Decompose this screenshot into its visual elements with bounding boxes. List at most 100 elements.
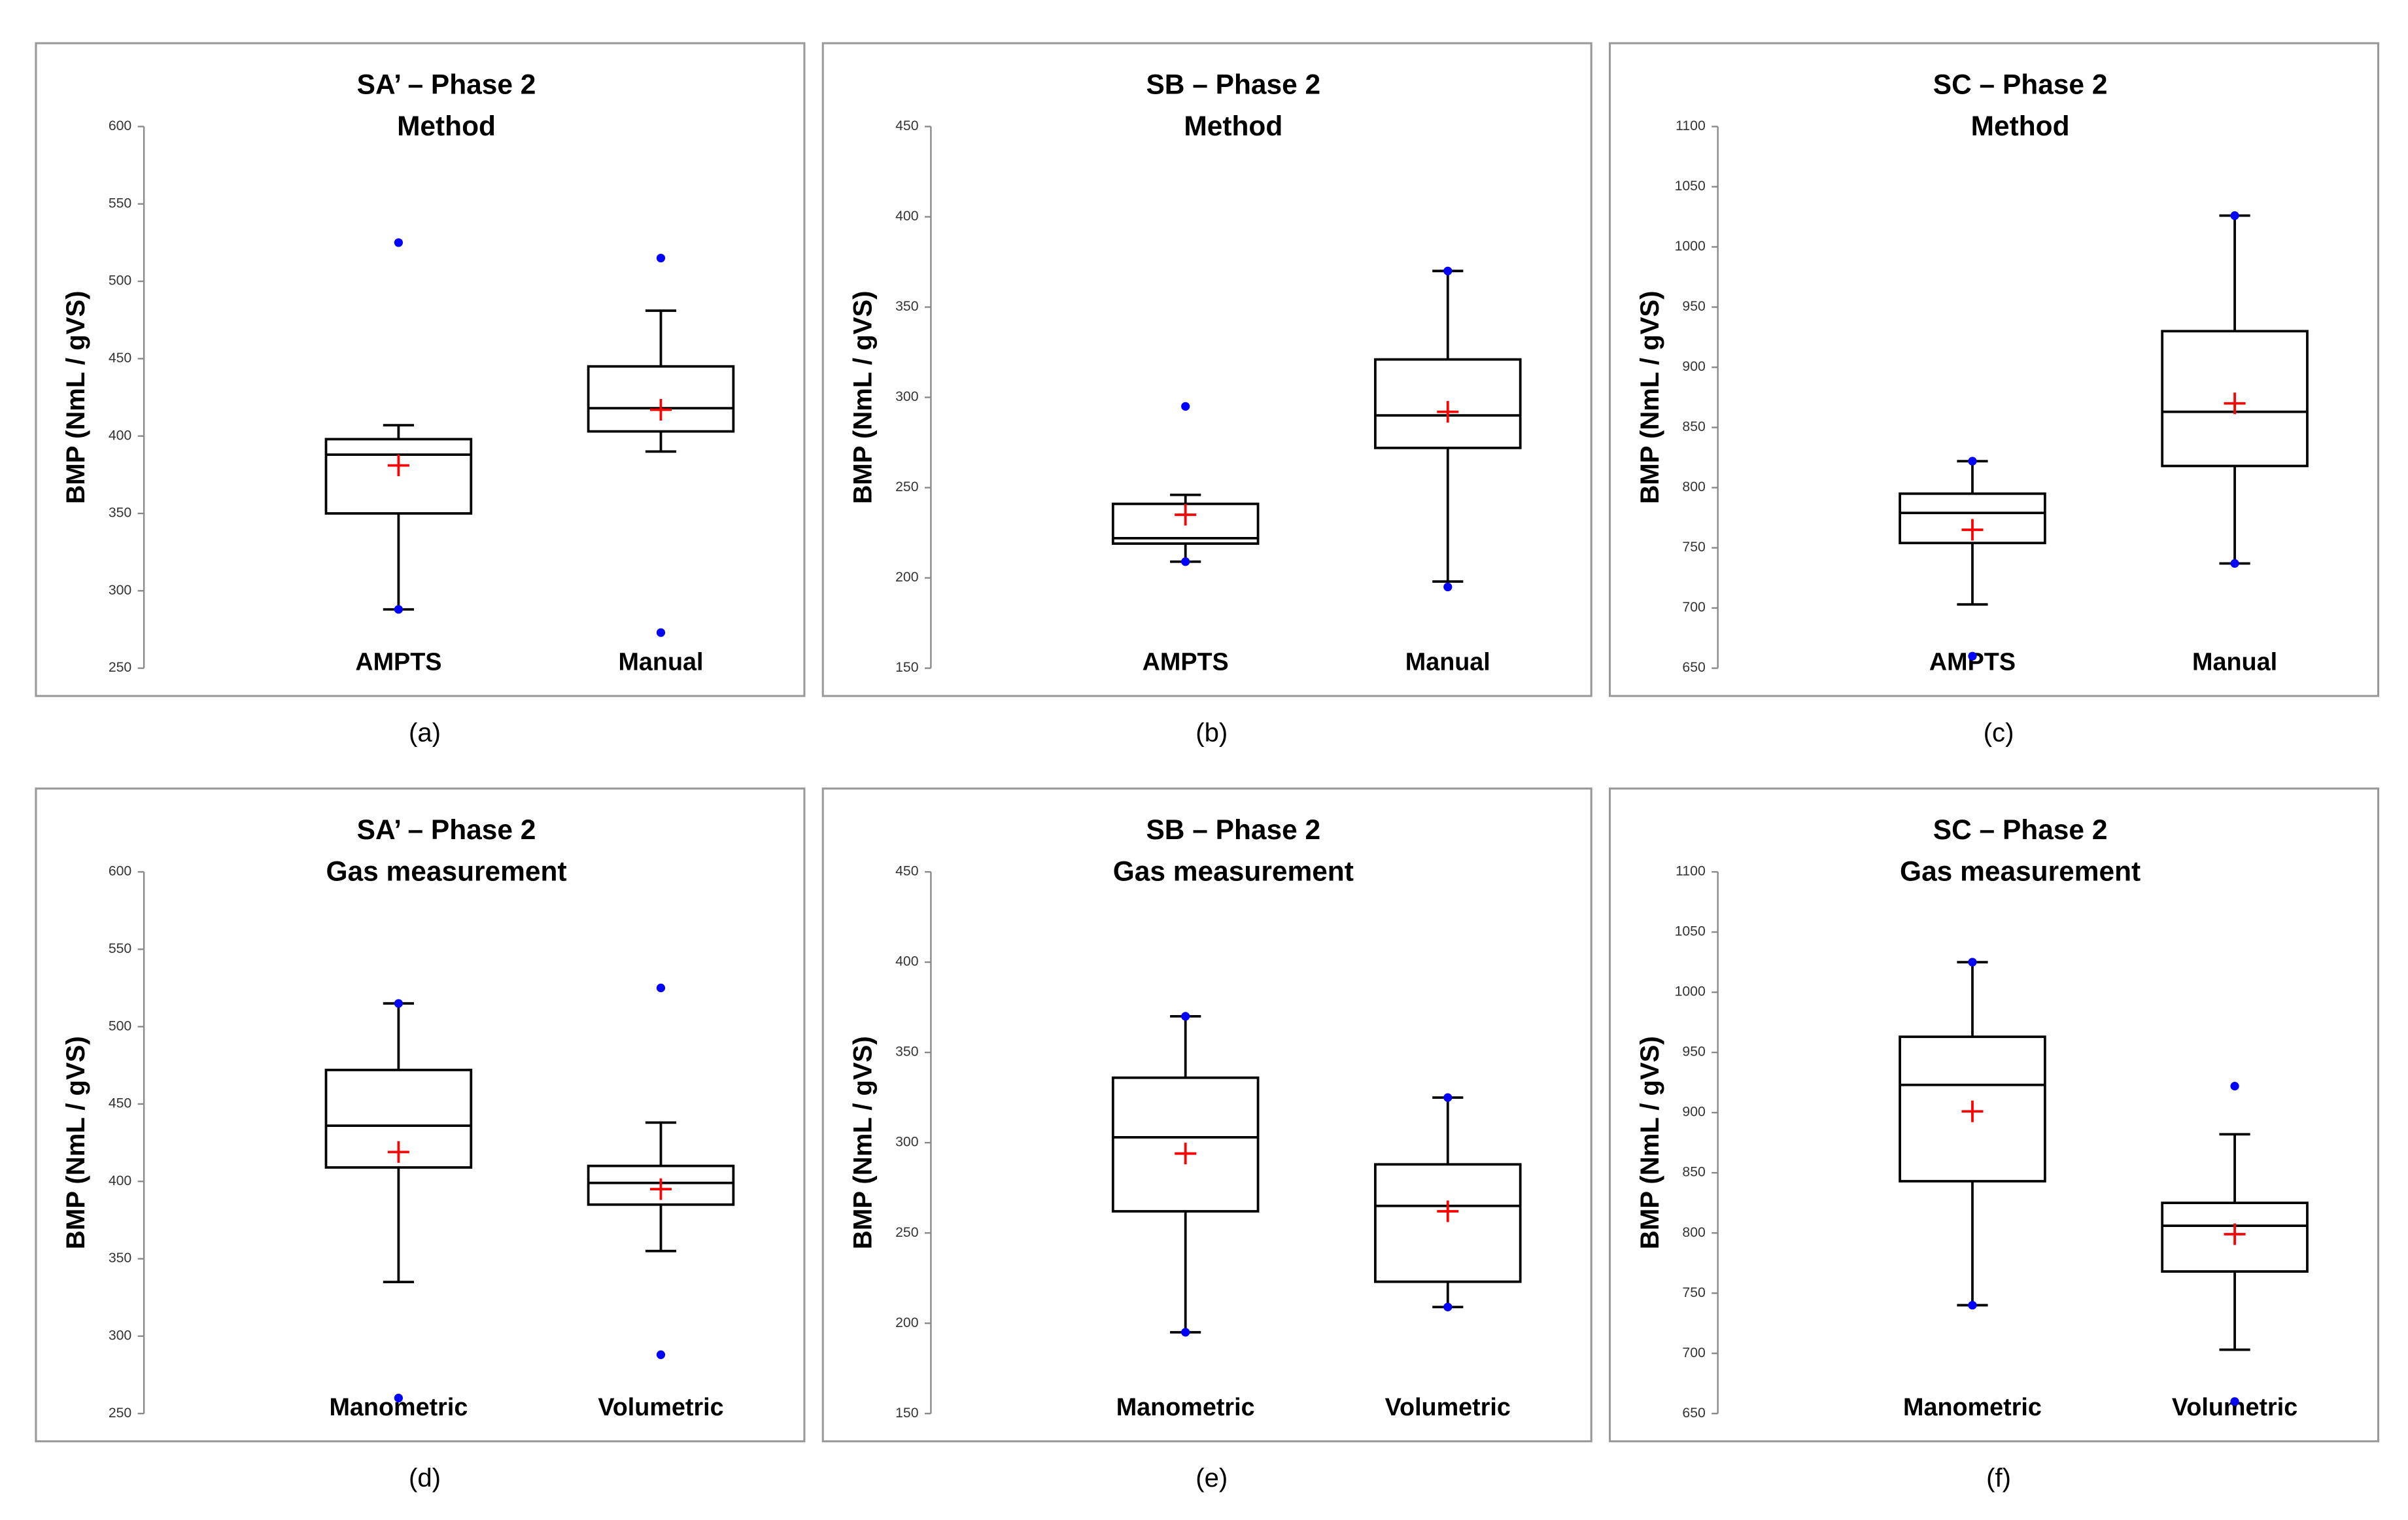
y-axis-label: BMP (NmL / gVS) bbox=[849, 291, 878, 504]
y-axis-label: BMP (NmL / gVS) bbox=[1636, 1036, 1664, 1249]
caption: (f) bbox=[1986, 1464, 2011, 1493]
y-tick-label: 450 bbox=[895, 118, 918, 133]
outlier bbox=[1968, 1300, 1977, 1310]
y-tick-label: 800 bbox=[1682, 1225, 1705, 1240]
mean-marker bbox=[1961, 519, 1984, 541]
y-tick-label: 350 bbox=[895, 1045, 918, 1060]
y-tick-label: 1000 bbox=[1675, 239, 1706, 254]
panel-frame bbox=[35, 42, 806, 697]
y-axis-label: BMP (NmL / gVS) bbox=[61, 1036, 90, 1249]
caption: (c) bbox=[1984, 719, 2014, 748]
panel-frame bbox=[35, 787, 806, 1443]
mean-marker bbox=[2224, 392, 2246, 415]
mean-marker bbox=[2224, 1223, 2246, 1245]
outlier bbox=[1968, 651, 1977, 661]
outlier bbox=[2230, 559, 2239, 568]
outlier bbox=[1443, 1093, 1453, 1102]
y-tick-label: 550 bbox=[109, 941, 131, 956]
chart-subtitle: Gas measurement bbox=[1900, 856, 2141, 887]
mean-marker bbox=[1961, 1100, 1984, 1122]
y-tick-label: 200 bbox=[895, 1315, 918, 1330]
outlier bbox=[1443, 582, 1453, 592]
y-axis-label: BMP (NmL / gVS) bbox=[1636, 291, 1664, 504]
y-tick-label: 500 bbox=[109, 1018, 131, 1033]
y-tick-label: 400 bbox=[109, 428, 131, 443]
box bbox=[324, 438, 473, 515]
y-tick-label: 1050 bbox=[1675, 179, 1706, 194]
y-tick-label: 1000 bbox=[1675, 984, 1706, 999]
y-tick-label: 400 bbox=[109, 1173, 131, 1188]
y-tick-label: 350 bbox=[895, 299, 918, 314]
mean-marker bbox=[649, 1178, 672, 1200]
outlier bbox=[656, 628, 666, 637]
box bbox=[1374, 1163, 1522, 1283]
outlier bbox=[1181, 1328, 1190, 1337]
x-category-label: Volumetric bbox=[1385, 1393, 1511, 1421]
chart-subtitle: Gas measurement bbox=[326, 856, 566, 887]
panel-frame bbox=[821, 787, 1592, 1443]
chart-title: SA’ – Phase 2 bbox=[357, 69, 536, 99]
y-tick-label: 850 bbox=[1682, 1165, 1705, 1180]
y-tick-label: 1050 bbox=[1675, 924, 1706, 939]
y-tick-label: 250 bbox=[109, 660, 131, 675]
y-tick-label: 200 bbox=[895, 570, 918, 585]
caption: (e) bbox=[1195, 1464, 1228, 1493]
y-tick-label: 300 bbox=[895, 389, 918, 404]
y-tick-label: 850 bbox=[1682, 419, 1705, 434]
y-tick-label: 150 bbox=[895, 1406, 918, 1421]
outlier bbox=[656, 1350, 666, 1359]
y-tick-label: 950 bbox=[1682, 299, 1705, 314]
outlier bbox=[1181, 557, 1190, 566]
outlier bbox=[394, 1393, 404, 1403]
y-tick-label: 350 bbox=[109, 506, 131, 521]
y-tick-label: 600 bbox=[109, 864, 131, 879]
y-tick-label: 350 bbox=[109, 1251, 131, 1266]
chart-subtitle: Method bbox=[397, 111, 496, 141]
chart-title: SB – Phase 2 bbox=[1146, 814, 1320, 845]
outlier bbox=[1968, 457, 1977, 466]
y-axis-label: BMP (NmL / gVS) bbox=[849, 1036, 878, 1249]
y-tick-label: 300 bbox=[109, 583, 131, 598]
y-tick-label: 700 bbox=[1682, 1345, 1705, 1360]
y-tick-label: 250 bbox=[895, 479, 918, 494]
caption: (a) bbox=[409, 719, 441, 748]
panel-frame bbox=[1608, 787, 2380, 1443]
box bbox=[587, 365, 735, 433]
panel-frame bbox=[1608, 42, 2380, 697]
outlier bbox=[656, 253, 666, 263]
y-tick-label: 1100 bbox=[1676, 864, 1706, 879]
mean-marker bbox=[387, 455, 409, 477]
x-category-label: Manual bbox=[2192, 648, 2277, 676]
outlier bbox=[656, 983, 666, 993]
mean-marker bbox=[1175, 1143, 1197, 1165]
outlier bbox=[394, 238, 404, 247]
x-category-label: AMPTS bbox=[355, 648, 441, 676]
y-tick-label: 750 bbox=[1682, 1285, 1705, 1300]
mean-marker bbox=[387, 1141, 409, 1163]
caption: (d) bbox=[409, 1464, 441, 1493]
y-tick-label: 550 bbox=[109, 196, 131, 211]
x-category-label: Volumetric bbox=[598, 1393, 723, 1421]
y-tick-label: 600 bbox=[109, 118, 131, 133]
y-tick-label: 650 bbox=[1682, 660, 1705, 675]
outlier bbox=[394, 999, 404, 1008]
y-tick-label: 1100 bbox=[1676, 118, 1706, 133]
outlier bbox=[394, 605, 404, 614]
y-tick-label: 450 bbox=[109, 1096, 131, 1111]
outlier bbox=[1181, 1012, 1190, 1021]
caption: (b) bbox=[1195, 719, 1228, 748]
chart-subtitle: Gas measurement bbox=[1113, 856, 1354, 887]
y-tick-label: 150 bbox=[895, 660, 918, 675]
y-axis-label: BMP (NmL / gVS) bbox=[61, 291, 90, 504]
y-tick-label: 650 bbox=[1682, 1406, 1705, 1421]
y-tick-label: 800 bbox=[1682, 479, 1705, 494]
chart-title: SC – Phase 2 bbox=[1933, 814, 2108, 845]
y-tick-label: 900 bbox=[1682, 359, 1705, 374]
mean-marker bbox=[649, 398, 672, 421]
y-tick-label: 500 bbox=[109, 273, 131, 288]
y-tick-label: 300 bbox=[109, 1328, 131, 1343]
panel-frame bbox=[821, 42, 1592, 697]
chart-subtitle: Method bbox=[1971, 111, 2070, 141]
outlier bbox=[1968, 958, 1977, 967]
outlier bbox=[2230, 1397, 2239, 1406]
